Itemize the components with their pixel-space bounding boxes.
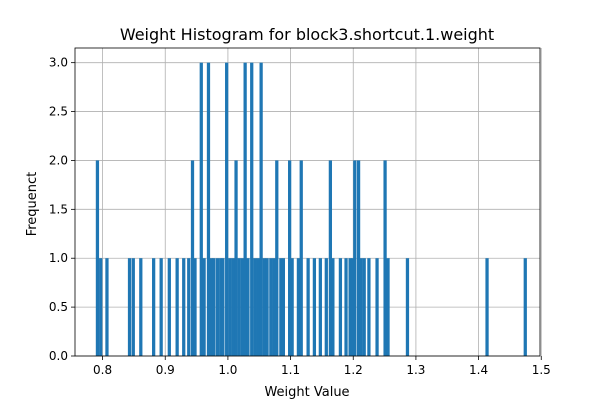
histogram-bar [331,258,335,356]
histogram-bar [127,258,132,356]
y-tick-label: 0.0 [49,349,68,363]
histogram-bar [262,258,266,356]
histogram-bar [231,258,235,356]
histogram-bar [296,258,301,356]
histogram-bar [383,160,387,356]
histogram-bar [348,258,352,356]
histogram-bar [386,258,390,356]
histogram-bar [246,258,250,356]
histogram-bar [193,258,197,356]
y-tick-label: 2.5 [49,105,68,119]
histogram-bar [212,258,216,356]
axis-ticks: 0.8 0.9 1.0 1.1 1.2 1.3 1.4 1.5 0.0 0.5 1.0 1.5 2.0 2… [49,56,551,377]
histogram-bar [265,258,269,356]
x-tick-label: 1.5 [532,363,551,377]
histogram-bar [256,258,260,356]
histogram-bar [240,258,244,356]
histogram-bar [228,258,232,356]
histogram-bar [139,258,143,356]
histogram-bar [356,160,361,356]
histogram-bar [324,258,328,356]
histogram-bar [312,258,317,356]
histogram-bar [405,258,410,356]
histogram-bar [290,258,294,356]
histogram-bar [105,258,109,356]
histogram-bar [234,160,238,356]
x-tick-label: 1.0 [218,363,237,377]
histogram-bar [131,258,135,356]
histogram-bar [485,258,489,356]
histogram-bar [353,160,357,356]
histogram-bar [299,160,303,356]
histogram-bar [152,258,156,356]
histogram-bar [362,258,366,356]
histogram-bar [250,62,254,357]
histogram-bar [190,160,195,356]
histogram-bar [199,62,203,357]
histogram-bar [367,258,371,356]
histogram-bar [259,62,263,357]
y-axis-label: Frequenct [25,172,40,237]
axes-frame [74,47,541,357]
y-tick-label: 3.0 [49,56,68,70]
histogram-bar [175,258,179,356]
histogram-bar [306,258,310,356]
plot-frame [74,47,541,357]
x-tick-label: 1.2 [344,363,363,377]
y-tick-label: 2.0 [49,153,68,167]
histogram-bar [215,258,220,356]
histogram-bar [159,258,163,356]
histogram-bar [279,258,283,356]
x-tick-label: 1.4 [469,363,488,377]
chart-title: Weight Histogram for block3.shortcut.1.w… [120,25,494,44]
histogram-bar [318,258,322,356]
histogram-bar [375,258,379,356]
x-axis-label: Weight Value [264,385,349,400]
histogram-bar [269,258,273,356]
histogram-bar [281,258,286,356]
x-tick-label: 0.9 [156,363,175,377]
histogram-bar [328,160,333,356]
histogram-bar [243,62,247,357]
histogram-bar [95,160,100,356]
histogram-bar [187,258,191,356]
histogram-bar [99,258,103,356]
y-tick-label: 0.5 [49,300,68,314]
histogram-bar [253,258,257,356]
histogram-bar [359,258,363,356]
histogram-bar [344,258,348,356]
histogram-bar [523,258,527,356]
histogram-bar [225,62,229,357]
y-tick-label: 1.0 [49,251,68,265]
histogram-bar [219,258,223,356]
x-tick-label: 1.3 [406,363,425,377]
x-tick-label: 1.1 [281,363,300,377]
histogram-bar [167,258,171,356]
histogram-bars [95,62,527,357]
histogram-bar [350,258,355,356]
histogram-bar [275,160,279,356]
y-tick-label: 1.5 [49,202,68,216]
histogram-bar [338,258,343,356]
histogram-bar [272,258,276,356]
histogram-bar [206,62,211,357]
histogram-bar [202,258,206,356]
histogram-bar [237,258,241,356]
histogram-bar [288,160,292,356]
histogram-bar [182,258,186,356]
histogram-bar [221,258,225,356]
x-tick-label: 0.8 [93,363,112,377]
histogram-bar [209,258,214,356]
